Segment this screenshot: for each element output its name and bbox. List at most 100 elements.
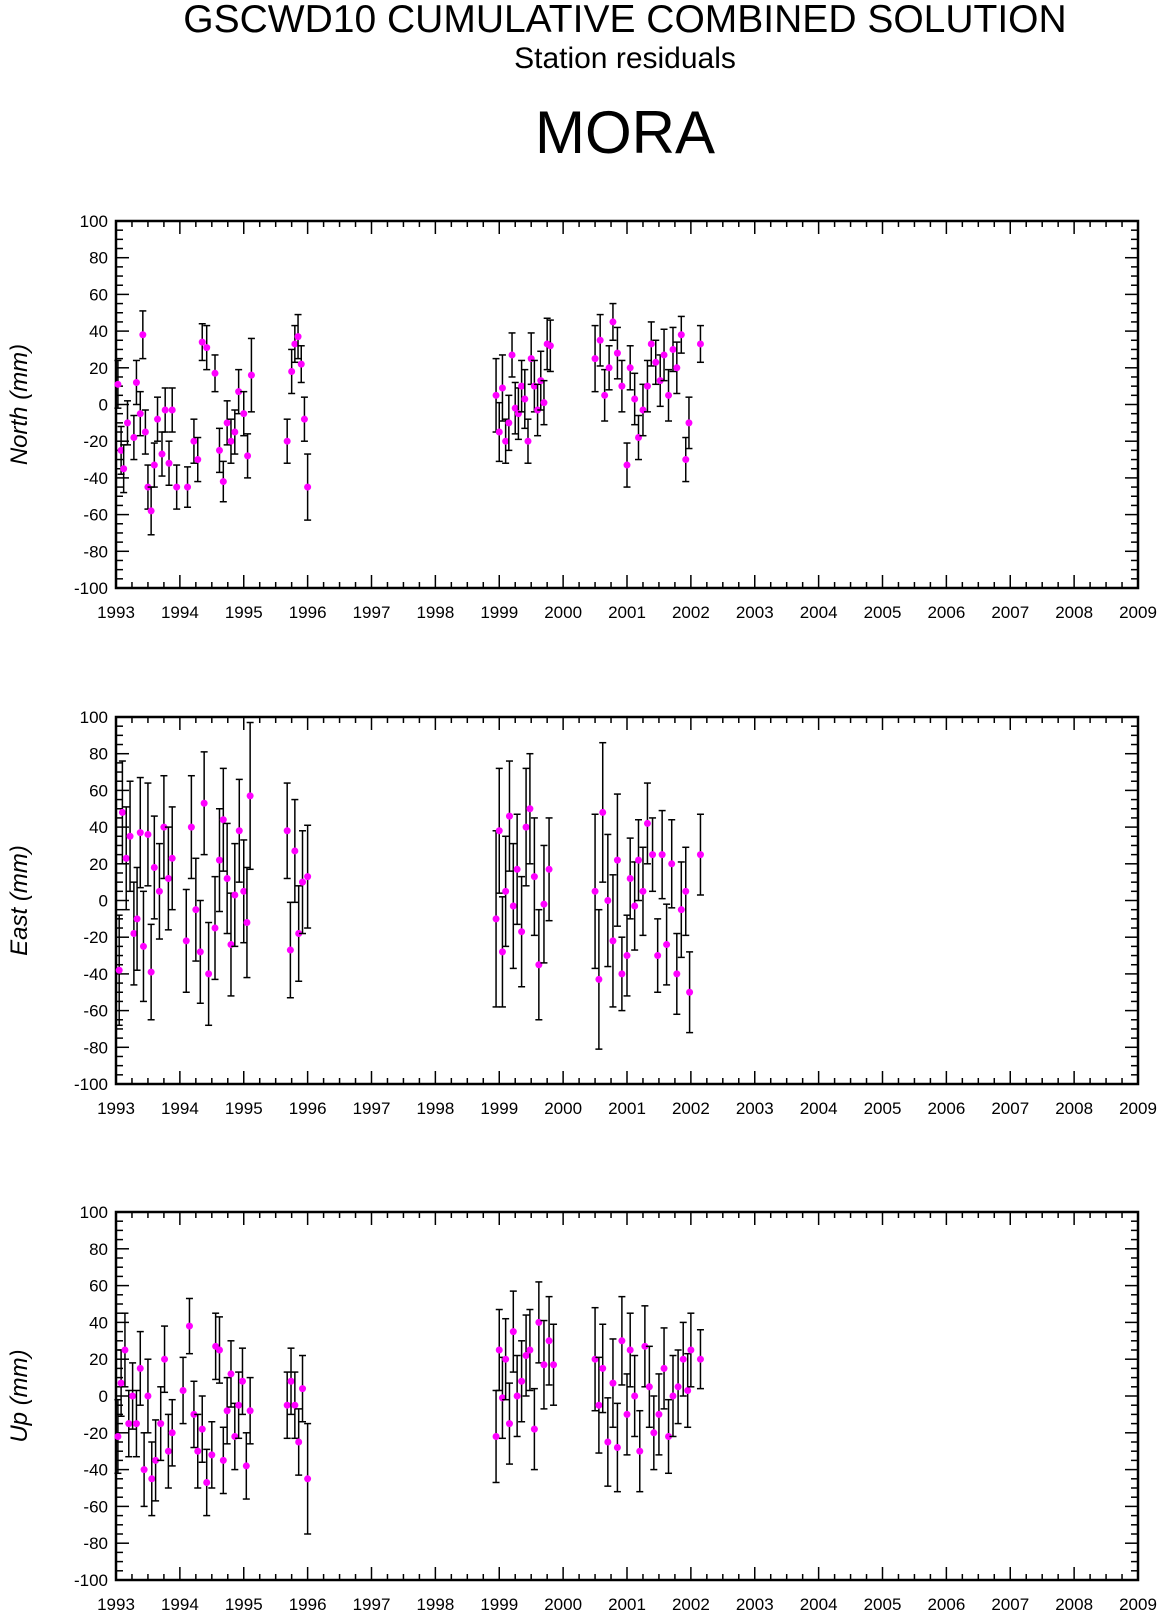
data-point bbox=[287, 1347, 295, 1416]
data-marker bbox=[219, 1456, 227, 1464]
data-marker bbox=[522, 1352, 530, 1360]
data-point bbox=[240, 839, 248, 944]
data-marker bbox=[669, 1392, 677, 1400]
data-point bbox=[227, 418, 235, 464]
data-point bbox=[300, 396, 308, 442]
data-marker bbox=[518, 1377, 526, 1385]
data-point bbox=[242, 1432, 250, 1500]
data-point bbox=[505, 1382, 513, 1465]
data-point bbox=[198, 1395, 206, 1463]
data-marker bbox=[118, 808, 126, 816]
data-point bbox=[291, 324, 299, 364]
data-marker bbox=[601, 391, 609, 399]
x-tick-label: 1993 bbox=[97, 603, 135, 622]
y-tick-label: 40 bbox=[89, 322, 108, 341]
data-marker bbox=[161, 406, 169, 414]
data-point bbox=[158, 431, 166, 477]
chart-title: GSCWD10 CUMULATIVE COMBINED SOLUTION bbox=[183, 0, 1067, 41]
data-point bbox=[546, 319, 554, 373]
x-tick-label: 1997 bbox=[353, 603, 391, 622]
data-point bbox=[641, 1305, 649, 1388]
data-marker bbox=[513, 1392, 521, 1400]
data-marker bbox=[540, 900, 548, 908]
data-point bbox=[212, 1312, 220, 1381]
data-marker bbox=[673, 970, 681, 978]
data-point bbox=[604, 1397, 612, 1487]
data-point bbox=[304, 824, 312, 929]
data-point bbox=[286, 901, 294, 999]
data-marker bbox=[505, 812, 513, 820]
y-tick-label: -100 bbox=[74, 579, 108, 598]
data-point bbox=[623, 914, 631, 997]
data-point bbox=[605, 345, 613, 391]
data-point bbox=[677, 315, 685, 354]
y-tick-label: 60 bbox=[89, 1277, 108, 1296]
data-marker bbox=[304, 483, 312, 491]
x-tick-label: 2009 bbox=[1119, 1595, 1157, 1614]
data-point bbox=[246, 721, 254, 871]
data-point bbox=[130, 414, 138, 461]
data-marker bbox=[652, 358, 660, 366]
data-marker bbox=[665, 391, 673, 399]
y-tick-label: -60 bbox=[83, 1497, 108, 1516]
y-tick-label: -40 bbox=[83, 1461, 108, 1480]
data-marker bbox=[599, 1364, 607, 1372]
data-marker bbox=[291, 1401, 299, 1409]
data-point bbox=[550, 1323, 558, 1406]
data-point bbox=[613, 793, 621, 927]
data-marker bbox=[605, 364, 613, 372]
data-point bbox=[291, 1371, 299, 1440]
data-point bbox=[495, 767, 503, 894]
x-tick-label: 1997 bbox=[353, 1099, 391, 1118]
x-tick-label: 1993 bbox=[97, 1595, 135, 1614]
data-point bbox=[599, 1323, 607, 1414]
data-point bbox=[129, 1362, 137, 1430]
x-tick-label: 1993 bbox=[97, 1099, 135, 1118]
data-point bbox=[211, 354, 219, 393]
data-point bbox=[157, 1386, 165, 1462]
data-point bbox=[283, 1371, 291, 1440]
data-point bbox=[495, 1308, 503, 1392]
data-point bbox=[126, 780, 134, 893]
data-marker bbox=[656, 377, 664, 385]
chart-subtitle: Station residuals bbox=[514, 42, 736, 75]
data-marker bbox=[115, 966, 123, 974]
data-marker bbox=[540, 1361, 548, 1369]
x-tick-label: 2000 bbox=[544, 1595, 582, 1614]
x-tick-label: 2004 bbox=[800, 603, 838, 622]
data-point bbox=[161, 387, 169, 433]
data-marker bbox=[604, 897, 612, 904]
data-marker bbox=[682, 456, 690, 464]
data-marker bbox=[130, 434, 138, 442]
data-point bbox=[665, 368, 673, 422]
data-marker bbox=[492, 391, 500, 399]
data-marker bbox=[546, 342, 554, 350]
data-marker bbox=[599, 808, 607, 816]
data-marker bbox=[668, 860, 676, 868]
data-marker bbox=[295, 930, 303, 938]
data-marker bbox=[294, 333, 302, 341]
data-point bbox=[601, 368, 609, 422]
data-marker bbox=[223, 1407, 231, 1415]
data-point bbox=[643, 782, 651, 865]
data-marker bbox=[634, 856, 642, 864]
data-marker bbox=[147, 968, 155, 976]
data-point bbox=[130, 881, 138, 986]
data-marker bbox=[235, 388, 243, 396]
data-point bbox=[168, 387, 176, 433]
data-point bbox=[194, 436, 202, 483]
data-marker bbox=[123, 419, 131, 427]
data-marker bbox=[168, 406, 176, 414]
data-point bbox=[660, 1327, 668, 1410]
data-marker bbox=[287, 1377, 295, 1385]
data-point bbox=[235, 1371, 243, 1440]
data-point bbox=[215, 1316, 223, 1384]
data-point bbox=[498, 896, 506, 1008]
data-point bbox=[190, 418, 198, 464]
data-point bbox=[685, 396, 693, 450]
data-point bbox=[219, 1426, 227, 1495]
x-tick-label: 2003 bbox=[736, 1099, 774, 1118]
data-point bbox=[591, 813, 599, 970]
y-tick-label: -60 bbox=[83, 1002, 108, 1021]
data-point bbox=[686, 951, 694, 1034]
